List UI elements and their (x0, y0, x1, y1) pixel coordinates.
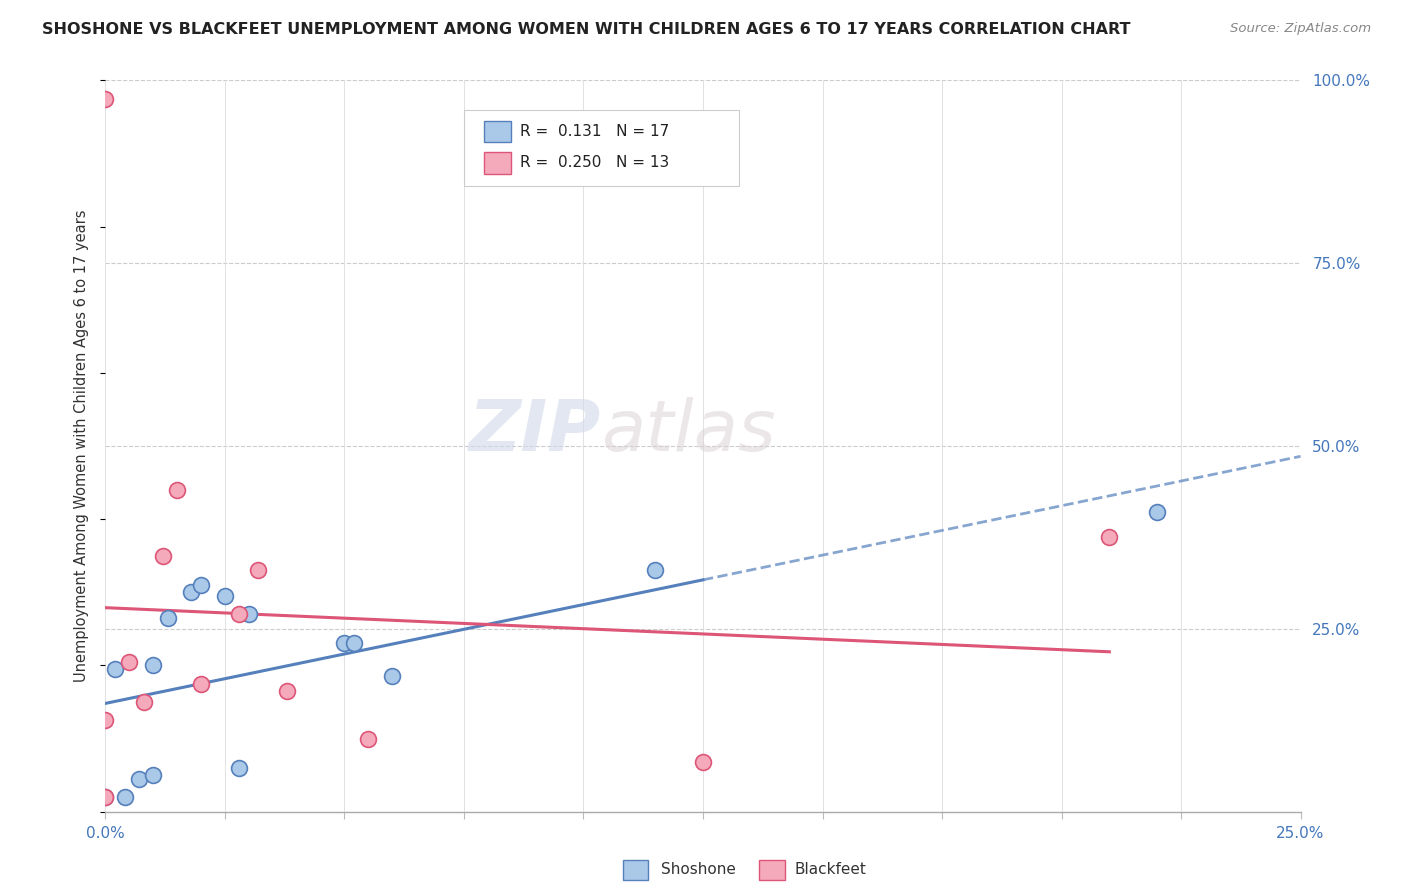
Point (228, 607, 250, 622)
Text: Source: ZipAtlas.com: Source: ZipAtlas.com (1230, 22, 1371, 36)
Point (94, 92, 117, 106)
Point (692, 755, 714, 769)
Point (1098, 530, 1121, 544)
FancyBboxPatch shape (464, 110, 740, 186)
Point (104, 662, 127, 676)
Point (152, 549, 174, 563)
Point (142, 658, 165, 673)
Point (238, 607, 260, 622)
Point (114, 790, 136, 805)
Point (228, 761, 250, 775)
Point (142, 768, 165, 782)
Point (190, 676, 212, 690)
Bar (484, 120, 510, 143)
Point (156, 611, 179, 625)
Text: ZIP: ZIP (470, 397, 602, 466)
Point (343, 636, 366, 650)
Point (333, 636, 356, 650)
Point (276, 684, 298, 698)
Bar (484, 152, 510, 174)
Point (132, 695, 155, 709)
Y-axis label: Unemployment Among Women with Children Ages 6 to 17 years: Unemployment Among Women with Children A… (75, 210, 90, 682)
Point (94, 790, 117, 805)
Point (214, 589, 236, 603)
Point (180, 585, 202, 599)
Point (166, 483, 188, 497)
Point (190, 578, 212, 592)
Text: SHOSHONE VS BLACKFEET UNEMPLOYMENT AMONG WOMEN WITH CHILDREN AGES 6 TO 17 YEARS : SHOSHONE VS BLACKFEET UNEMPLOYMENT AMONG… (42, 22, 1130, 37)
Point (94, 790, 117, 805)
Point (644, 563, 666, 577)
Point (128, 772, 150, 786)
Text: Shoshone: Shoshone (661, 863, 735, 877)
Point (118, 655, 141, 669)
Text: Blackfeet: Blackfeet (794, 863, 866, 877)
Point (247, 563, 270, 577)
Point (94, 714, 117, 728)
Text: R =  0.131   N = 17: R = 0.131 N = 17 (520, 124, 669, 139)
Text: atlas: atlas (602, 397, 776, 466)
Text: R =  0.250   N = 13: R = 0.250 N = 13 (520, 155, 669, 170)
Point (357, 731, 380, 746)
Point (381, 669, 404, 683)
Point (1146, 505, 1168, 519)
